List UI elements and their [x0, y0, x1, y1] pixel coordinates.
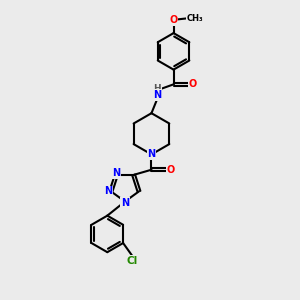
Text: N: N — [105, 186, 113, 197]
Text: CH₃: CH₃ — [187, 14, 203, 23]
Text: Cl: Cl — [126, 256, 138, 266]
Text: O: O — [167, 165, 175, 175]
Text: N: N — [147, 149, 155, 159]
Text: N: N — [121, 198, 129, 208]
Text: H: H — [154, 84, 161, 93]
Text: O: O — [189, 79, 197, 89]
Text: N: N — [153, 90, 161, 100]
Text: O: O — [169, 15, 178, 25]
Text: N: N — [112, 168, 120, 178]
